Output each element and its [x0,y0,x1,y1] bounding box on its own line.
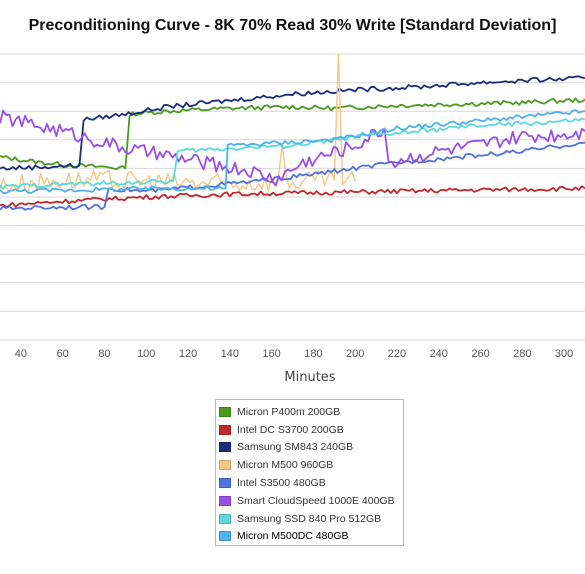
legend-swatch [219,495,231,506]
x-tick-label: 220 [388,348,406,360]
x-tick-label: 60 [57,348,69,360]
legend-item[interactable]: Micron M500DC 480GB [219,528,403,546]
series-line-intel-s3500-480gb [0,141,585,211]
legend-item[interactable]: Micron P400m 200GB [219,403,403,421]
legend-swatch [219,478,231,489]
series-line-samsung-sm843-240gb [0,75,585,171]
x-tick-label: 240 [430,348,448,360]
x-tick-label: 300 [555,348,573,360]
legend-label: Micron M500 960GB [237,459,334,472]
chart-title: Preconditioning Curve - 8K 70% Read 30% … [28,17,557,34]
legend-swatch [219,406,231,417]
legend-label: Samsung SM843 240GB [237,441,354,454]
x-tick-label: 260 [471,348,489,360]
x-tick-label: 200 [346,348,364,360]
series-line-smart-cloudspeed-1000e-400gb [0,109,585,187]
series-line-micron-p400m-200gb [0,97,585,171]
legend-item[interactable]: Intel S3500 480GB [219,474,403,492]
legend-swatch [219,442,231,453]
legend-swatch [219,424,231,435]
line-chart: 40 60 80 100 120 140 160 180 200 220 240 260 280 300 [0,53,585,360]
x-tick-label: 40 [15,348,27,360]
legend-label: Micron P400m 200GB [237,405,341,418]
legend-swatch [219,513,231,524]
legend-item[interactable]: Samsung SM843 240GB [219,439,403,457]
legend-label: Intel S3500 480GB [237,477,326,490]
series-line-samsung-ssd-840-pro-512gb [0,117,585,190]
x-tick-label: 120 [179,348,197,360]
legend-item[interactable]: Samsung SSD 840 Pro 512GB [219,510,403,528]
legend-swatch [219,531,231,542]
legend-label: Samsung SSD 840 Pro 512GB [237,512,382,525]
x-tick-label: 80 [98,348,110,360]
x-tick-label: 140 [221,348,239,360]
legend: Micron P400m 200GB Intel DC S3700 200GB Sa… [215,399,404,546]
legend-label: Micron M500DC 480GB [237,530,349,543]
series-lines [0,53,585,211]
x-tick-label: 280 [513,348,531,360]
x-axis-label: Minutes [284,370,336,385]
legend-label: Smart CloudSpeed 1000E 400GB [237,494,395,507]
x-tick-label: 180 [304,348,322,360]
legend-label: Intel DC S3700 200GB [237,423,344,436]
x-tick-label: 100 [137,348,155,360]
series-line-intel-dc-s3700-200gb [0,185,585,209]
x-tick-label: 160 [262,348,280,360]
grid-lines [0,53,585,341]
legend-item[interactable]: Smart CloudSpeed 1000E 400GB [219,492,403,510]
x-tick-labels: 40 60 80 100 120 140 160 180 200 220 240 260 280 300 [15,348,574,360]
legend-swatch [219,460,231,471]
legend-item[interactable]: Micron M500 960GB [219,456,403,474]
series-line-micron-m500dc-480gb [0,109,585,195]
series-line-micron-m500-960gb [0,53,356,194]
legend-item[interactable]: Intel DC S3700 200GB [219,421,403,439]
